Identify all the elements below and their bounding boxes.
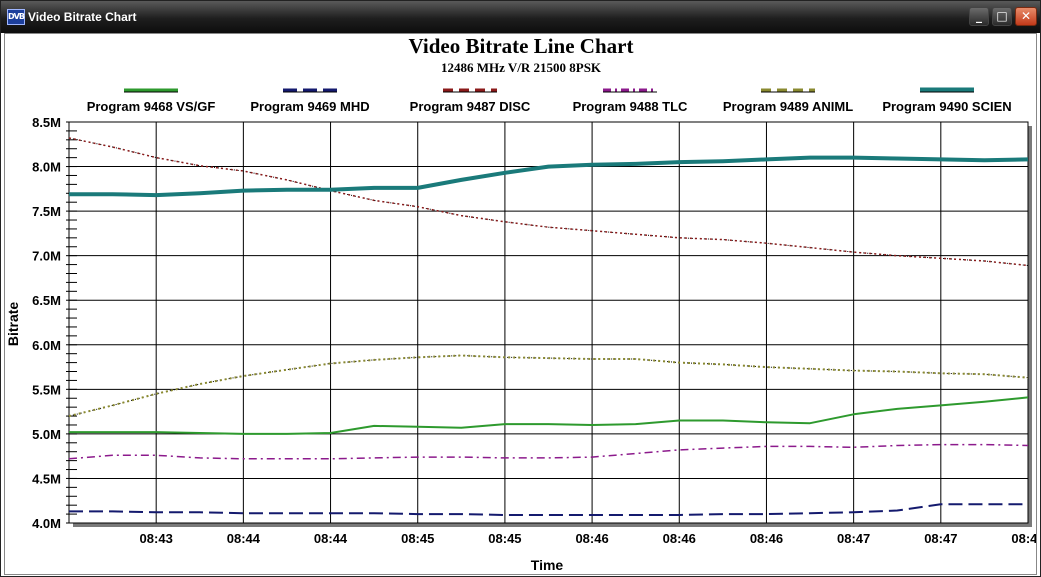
x-tick-label: 08:44: [314, 531, 348, 546]
title-bar[interactable]: DVB Video Bitrate Chart _ □ ✕: [1, 1, 1040, 33]
series-line-animl: [68, 354, 1029, 418]
x-tick-label: 08:45: [488, 531, 521, 546]
plot-area: 8.5M 8.0M 7.5M 7.0M 6.5M 6.0M 5.5M 5.0M 4.5M 4.0M…: [32, 115, 1036, 546]
bitrate-line-chart: Video Bitrate Line Chart 12486 MHz V/R 2…: [5, 34, 1036, 573]
window-title: Video Bitrate Chart: [28, 10, 137, 24]
x-tick-label: 08:48: [1011, 531, 1036, 546]
y-tick-label: 7.0M: [32, 249, 61, 264]
legend-label: Program 9468 VS/GF: [87, 99, 216, 114]
x-tick-label: 08:47: [837, 531, 870, 546]
close-button[interactable]: ✕: [1015, 7, 1037, 26]
legend-label: Program 9490 SCIEN: [882, 99, 1011, 114]
x-axis-label: Time: [531, 557, 564, 573]
x-tick-label: 08:43: [140, 531, 173, 546]
x-tick-label: 08:47: [924, 531, 957, 546]
x-tick-label: 08:46: [575, 531, 608, 546]
chart-subtitle: 12486 MHz V/R 21500 8PSK: [441, 60, 602, 75]
x-tick-label: 08:46: [663, 531, 696, 546]
dvb-app-icon: DVB: [7, 9, 25, 25]
series-line-scien: [69, 155, 1029, 198]
y-tick-label: 5.0M: [32, 427, 61, 442]
x-tick-label: 08:44: [227, 531, 261, 546]
y-tick-label: 5.5M: [32, 382, 61, 397]
x-tick-label: 08:45: [401, 531, 434, 546]
y-tick-label: 4.5M: [32, 471, 61, 486]
series-line-vsgf: [69, 396, 1029, 435]
maximize-button[interactable]: □: [992, 7, 1012, 26]
x-tick-label: 08:46: [750, 531, 783, 546]
y-tick-label: 6.5M: [32, 293, 61, 308]
series-line-core-disc: [68, 137, 1029, 266]
minimize-button[interactable]: _: [969, 7, 989, 26]
y-axis-label: Bitrate: [5, 302, 21, 347]
legend-label: Program 9488 TLC: [573, 99, 688, 114]
y-tick-label: 8.5M: [32, 115, 61, 130]
legend-label: Program 9487 DISC: [410, 99, 531, 114]
chart-title: Video Bitrate Line Chart: [409, 34, 634, 58]
series-line-core-animl: [68, 354, 1029, 417]
chart-content: Video Bitrate Line Chart 12486 MHz V/R 2…: [4, 33, 1037, 575]
legend-label: Program 9489 ANIML: [723, 99, 853, 114]
legend: Program 9468 VS/GF Program 9469 MHD Progra…: [87, 87, 1012, 114]
y-tick-label: 4.0M: [32, 516, 61, 531]
y-tick-label: 7.5M: [32, 204, 61, 219]
y-tick-label: 8.0M: [32, 160, 61, 175]
series-line-tlc: [68, 443, 1029, 460]
legend-label: Program 9469 MHD: [250, 99, 369, 114]
plot-frame: [68, 121, 1029, 524]
y-tick-label: 6.0M: [32, 338, 61, 353]
